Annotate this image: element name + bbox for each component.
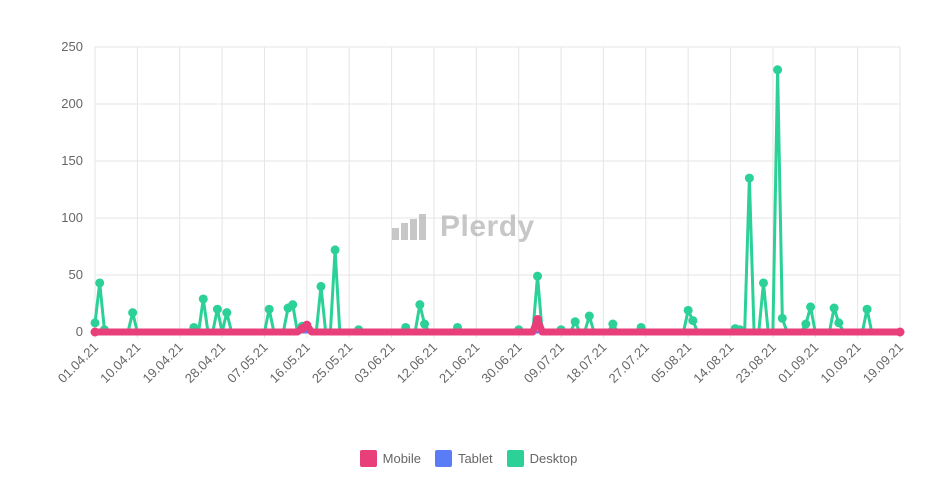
data-point-desktop bbox=[744, 173, 754, 183]
data-point-desktop bbox=[584, 311, 594, 321]
y-tick-label: 200 bbox=[61, 96, 83, 111]
data-point-desktop bbox=[288, 300, 298, 310]
data-point-mobile bbox=[895, 327, 905, 337]
x-tick-label: 18.07.21 bbox=[563, 340, 609, 386]
data-point-desktop bbox=[683, 305, 693, 315]
data-point-desktop bbox=[222, 308, 232, 318]
legend-label-desktop: Desktop bbox=[529, 451, 578, 466]
data-point-desktop bbox=[758, 278, 768, 288]
data-point-desktop bbox=[862, 304, 872, 314]
data-point-desktop bbox=[90, 318, 100, 328]
legend-item-desktop[interactable]: Desktop bbox=[506, 450, 578, 467]
x-tick-label: 16.05.21 bbox=[267, 340, 313, 386]
plerdy-logo-icon bbox=[392, 214, 426, 240]
x-tick-label: 10.09.21 bbox=[817, 340, 863, 386]
data-point-desktop bbox=[608, 319, 618, 329]
data-point-desktop bbox=[834, 318, 844, 328]
x-tick-label: 01.04.21 bbox=[55, 340, 101, 386]
y-tick-label: 250 bbox=[61, 39, 83, 54]
legend-swatch-tablet bbox=[434, 450, 452, 467]
legend-swatch-mobile bbox=[359, 450, 377, 467]
data-point-mobile bbox=[90, 327, 100, 337]
data-point-desktop bbox=[806, 302, 816, 312]
series-line-desktop bbox=[93, 68, 902, 334]
x-tick-label: 23.08.21 bbox=[733, 340, 779, 386]
data-point-desktop bbox=[688, 316, 698, 326]
legend-label-mobile: Mobile bbox=[382, 451, 421, 466]
y-tick-label: 150 bbox=[61, 153, 83, 168]
data-point-desktop bbox=[95, 278, 105, 288]
x-tick-label: 05.08.21 bbox=[648, 340, 694, 386]
legend-item-mobile[interactable]: Mobile bbox=[359, 450, 421, 467]
data-point-mobile bbox=[533, 314, 543, 324]
y-tick-label: 0 bbox=[76, 324, 83, 339]
data-point-desktop bbox=[829, 303, 839, 313]
data-point-desktop bbox=[264, 304, 274, 314]
x-tick-label: 03.06.21 bbox=[351, 340, 397, 386]
x-tick-label: 28.04.21 bbox=[182, 340, 228, 386]
data-point-desktop bbox=[773, 65, 783, 75]
x-tick-label: 27.07.21 bbox=[606, 340, 652, 386]
x-tick-label: 09.07.21 bbox=[521, 340, 567, 386]
y-tick-label: 100 bbox=[61, 210, 83, 225]
data-point-desktop bbox=[415, 300, 425, 310]
x-tick-label: 30.06.21 bbox=[478, 340, 524, 386]
data-point-desktop bbox=[570, 317, 580, 327]
x-tick-label: 10.04.21 bbox=[97, 340, 143, 386]
data-point-mobile bbox=[302, 320, 312, 330]
data-point-desktop bbox=[533, 271, 543, 281]
x-tick-label: 19.04.21 bbox=[139, 340, 185, 386]
data-point-desktop bbox=[128, 308, 138, 318]
legend-label-tablet: Tablet bbox=[457, 451, 493, 466]
chart-legend: Mobile Tablet Desktop bbox=[0, 450, 937, 467]
watermark-text: Plerdy bbox=[440, 210, 535, 243]
x-tick-label: 19.09.21 bbox=[860, 340, 906, 386]
x-tick-label: 01.09.21 bbox=[775, 340, 821, 386]
data-point-desktop bbox=[330, 245, 340, 255]
y-tick-label: 50 bbox=[69, 267, 83, 282]
x-tick-label: 21.06.21 bbox=[436, 340, 482, 386]
data-point-desktop bbox=[777, 313, 787, 323]
data-point-desktop bbox=[316, 281, 326, 291]
x-tick-label: 12.06.21 bbox=[394, 340, 440, 386]
legend-item-tablet[interactable]: Tablet bbox=[434, 450, 493, 467]
plerdy-watermark: Plerdy bbox=[390, 210, 535, 244]
x-tick-label: 07.05.21 bbox=[224, 340, 270, 386]
data-point-desktop bbox=[212, 304, 222, 314]
data-point-desktop bbox=[420, 319, 430, 329]
data-point-desktop bbox=[801, 319, 811, 329]
legend-swatch-desktop bbox=[506, 450, 524, 467]
x-tick-label: 14.08.21 bbox=[690, 340, 736, 386]
series-line-mobile bbox=[91, 315, 904, 336]
data-point-desktop bbox=[198, 294, 208, 304]
x-tick-label: 25.05.21 bbox=[309, 340, 355, 386]
